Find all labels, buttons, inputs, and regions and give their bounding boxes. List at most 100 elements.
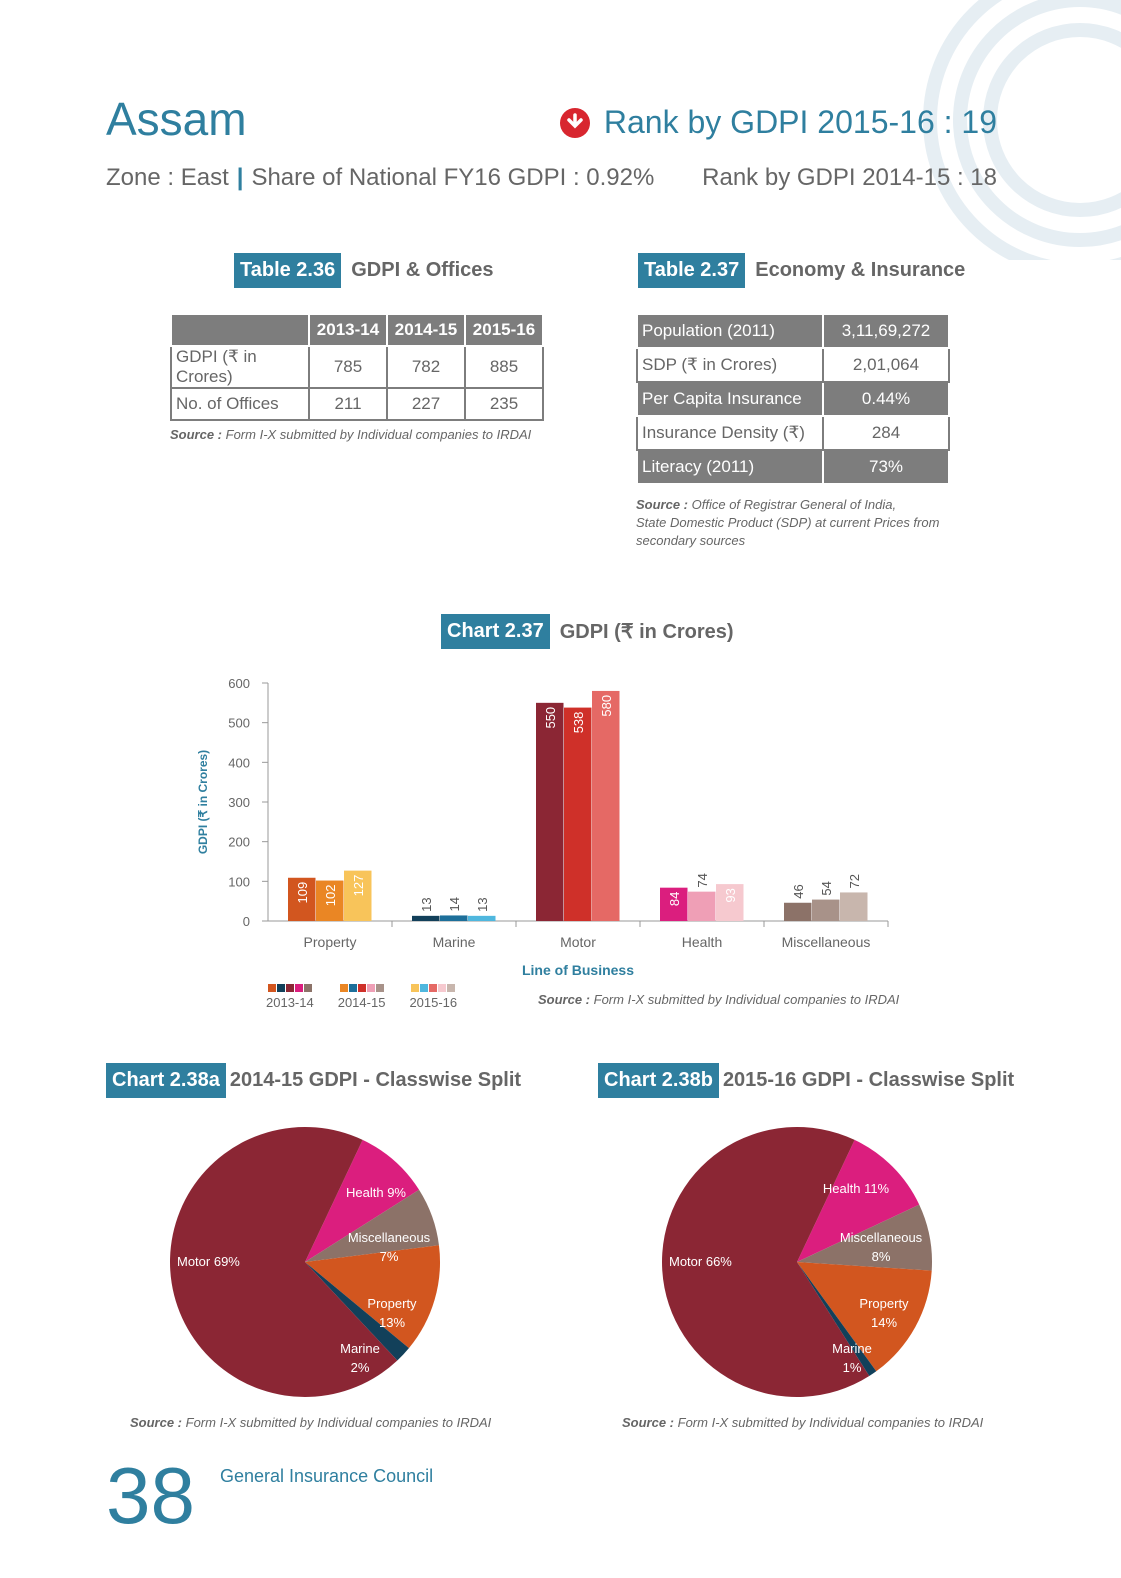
bar	[468, 915, 496, 921]
source-prefix: Source :	[622, 1415, 675, 1430]
chart38a-source: Source : Form I-X submitted by Individua…	[130, 1414, 491, 1432]
pie-slice	[797, 1262, 877, 1377]
bar	[412, 915, 440, 921]
bar	[440, 915, 468, 921]
zone-text: Zone : East	[106, 164, 229, 191]
table36-source: Source : Form I-X submitted by Individua…	[170, 426, 531, 444]
table36-header-row: 2013-14 2014-15 2015-16	[170, 313, 544, 347]
y-tick-label: 300	[228, 795, 250, 810]
chart38a-title: 2014-15 GDPI - Classwise Split	[229, 1069, 522, 1091]
table36-title: GDPI & Offices	[351, 259, 494, 281]
state-title: Assam	[106, 93, 247, 145]
y-tick-label: 100	[228, 874, 250, 889]
source-text: Form I-X submitted by Individual compani…	[593, 992, 900, 1007]
bar-data-label: 13	[475, 897, 490, 911]
table36-cell: 211	[308, 387, 388, 421]
bar	[288, 877, 316, 921]
table36-heading: Table 2.36 GDPI & Offices	[234, 253, 494, 288]
x-tick-label: Health	[682, 934, 722, 950]
chart37-title: GDPI (₹ in Crores)	[559, 621, 734, 643]
bar-data-label: 127	[351, 875, 366, 897]
table37-cell: 3,11,69,272	[822, 313, 950, 349]
pie-label-value: 14%	[871, 1315, 897, 1330]
table37-cell: 284	[822, 415, 950, 451]
table36-cell: 885	[464, 345, 544, 389]
source-line: State Domestic Product (SDP) at current …	[636, 515, 940, 530]
pie-slice	[305, 1139, 420, 1262]
bar	[536, 702, 564, 921]
legend-swatch-block	[447, 984, 456, 992]
table36-col-2: 2014-15	[386, 313, 466, 347]
legend-swatch	[267, 984, 312, 992]
pie-label: Property	[859, 1296, 909, 1311]
table37-row-label: Population (2011)	[636, 313, 824, 349]
legend-item: 2013-14	[266, 984, 314, 1010]
legend-swatch-block	[267, 984, 276, 992]
table36-col-0	[170, 313, 310, 347]
x-tick-label: Motor	[560, 934, 596, 950]
table36-row-label: GDPI (₹ in Crores)	[170, 345, 310, 389]
legend-label: 2015-16	[409, 995, 458, 1010]
pie-chart-2015-16: Health 11% Miscellaneous 8% Property 14% Mari…	[662, 1127, 932, 1397]
bar	[660, 887, 688, 921]
pie-label: Health 11%	[823, 1181, 890, 1196]
x-tick-label: Miscellaneous	[782, 934, 871, 950]
rank-previous: Rank by GDPI 2014-15 : 18	[702, 164, 997, 191]
pie-label-value: 13%	[379, 1315, 405, 1330]
table37-title: Economy & Insurance	[755, 259, 966, 281]
legend-swatch-block	[348, 984, 357, 992]
separator: |	[236, 164, 244, 191]
x-tick-label: Property	[304, 934, 357, 950]
bar-data-label: 538	[571, 712, 586, 734]
legend-swatch	[339, 984, 384, 992]
table37-label: Table 2.37	[638, 253, 746, 288]
bar-data-label: 14	[447, 897, 462, 911]
chart38b-label: Chart 2.38b	[598, 1063, 719, 1098]
chart38b-heading: Chart 2.38b 2015-16 GDPI - Classwise Spl…	[598, 1063, 1014, 1098]
bar	[812, 899, 840, 921]
bar-data-label: 550	[543, 707, 558, 729]
table36-label: Table 2.36	[234, 253, 342, 288]
table37-row-label: Literacy (2011)	[636, 449, 824, 485]
table37: Population (2011) 3,11,69,272 SDP (₹ in …	[636, 313, 950, 485]
chart38b-title: 2015-16 GDPI - Classwise Split	[722, 1069, 1015, 1091]
bar-chart: 0 100 200 300 400 500 600 GDPI (₹ in Crores) 109…	[196, 676, 889, 978]
bar	[688, 891, 716, 921]
legend-swatch-block	[429, 984, 438, 992]
table37-row-label: Insurance Density (₹)	[636, 415, 824, 451]
bar-data-label: 72	[847, 874, 862, 888]
table-row: Population (2011) 3,11,69,272	[636, 313, 950, 349]
bar-data-label: 109	[295, 882, 310, 904]
source-text: Form I-X submitted by Individual compani…	[225, 427, 532, 442]
source-line: Office of Registrar General of India,	[691, 497, 897, 512]
chart37-legend: 2013-14 2014-15 2015-16	[266, 984, 457, 1010]
bar	[564, 707, 592, 921]
legend-swatch-block	[375, 984, 384, 992]
down-arrow-circle-icon	[559, 107, 590, 138]
table-row: No. of Offices 211 227 235	[170, 387, 544, 421]
bar	[344, 870, 372, 921]
x-axis-label: Line of Business	[522, 962, 634, 978]
table37-cell: 73%	[822, 449, 950, 485]
legend-swatch-block	[294, 984, 303, 992]
pie-label: Marine	[340, 1341, 380, 1356]
legend-swatch-block	[357, 984, 366, 992]
y-tick-label: 200	[228, 835, 250, 850]
chart38a-label: Chart 2.38a	[106, 1063, 226, 1098]
pie-label: Motor 69%	[177, 1254, 240, 1269]
bar-data-label: 102	[323, 885, 338, 907]
pie-slice	[169, 1127, 398, 1397]
bar	[784, 902, 812, 921]
pie-label: Marine	[832, 1341, 872, 1356]
x-tick-label: Marine	[433, 934, 476, 950]
source-prefix: Source :	[538, 992, 591, 1007]
source-line: secondary sources	[636, 533, 746, 548]
legend-swatch-block	[276, 984, 285, 992]
table-row: Literacy (2011) 73%	[636, 449, 950, 485]
legend-swatch-block	[438, 984, 447, 992]
legend-swatch-block	[303, 984, 312, 992]
pie-label-value: 8%	[872, 1249, 891, 1264]
pie-label: Miscellaneous	[348, 1230, 431, 1245]
legend-swatch-block	[285, 984, 294, 992]
page-number: 38	[106, 1451, 195, 1540]
